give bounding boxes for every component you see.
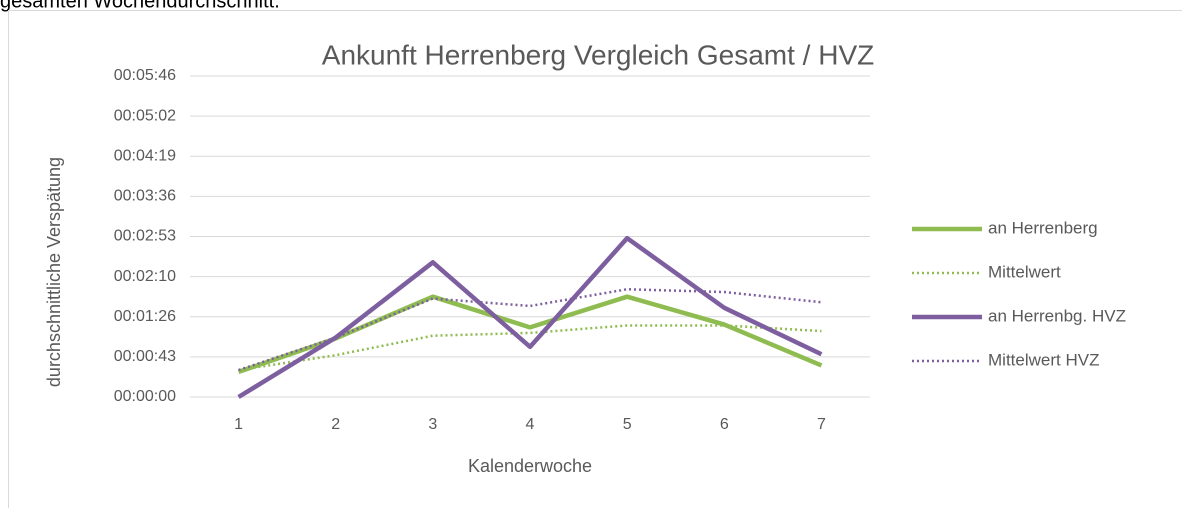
- x-tick-label: 2: [331, 416, 340, 433]
- x-tick-label: 7: [817, 416, 826, 433]
- y-axis-title: durchschnittliche Verspätung: [44, 157, 64, 387]
- y-tick-label: 00:01:26: [114, 308, 176, 325]
- series-line: [239, 238, 822, 397]
- legend-label: an Herrenberg: [988, 218, 1098, 237]
- y-tick-label: 00:00:00: [114, 388, 176, 405]
- series-line: [239, 297, 822, 372]
- x-tick-label: 4: [526, 416, 535, 433]
- legend-label: an Herrenbg. HVZ: [988, 306, 1126, 325]
- y-tick-label: 00:05:02: [114, 107, 176, 124]
- x-tick-label: 6: [720, 416, 729, 433]
- legend-label: Mittelwert HVZ: [988, 350, 1099, 369]
- y-tick-label: 00:00:43: [114, 348, 176, 365]
- x-tick-label: 1: [234, 416, 243, 433]
- y-tick-label: 00:02:10: [114, 268, 176, 285]
- y-tick-label: 00:05:46: [114, 67, 176, 84]
- x-tick-label: 3: [428, 416, 437, 433]
- legend-label: Mittelwert: [988, 262, 1061, 281]
- x-axis-title: Kalenderwoche: [468, 456, 592, 476]
- y-tick-label: 00:02:53: [114, 228, 176, 245]
- chart-border: [9, 11, 1182, 509]
- x-tick-label: 5: [623, 416, 632, 433]
- y-tick-label: 00:04:19: [114, 147, 176, 164]
- chart-title: Ankunft Herrenberg Vergleich Gesamt / HV…: [322, 39, 874, 70]
- y-tick-label: 00:03:36: [114, 188, 176, 205]
